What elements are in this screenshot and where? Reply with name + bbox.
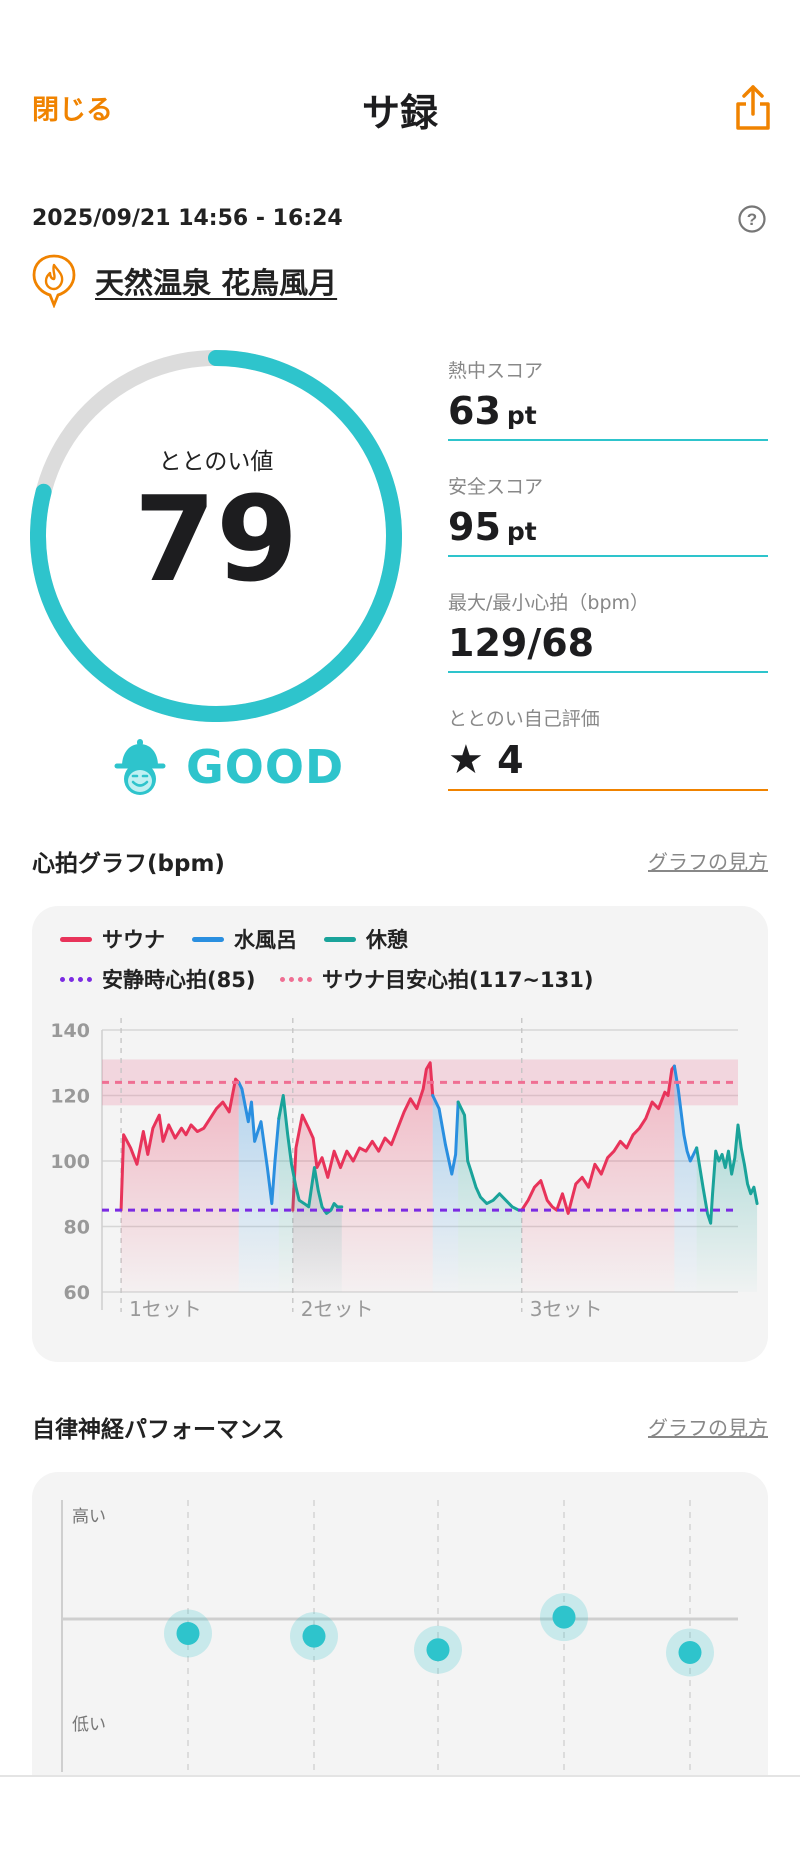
heart-rate-section-title: 心拍グラフ(bpm) (32, 851, 225, 877)
page-title: サ録 (361, 91, 438, 135)
water-area (674, 1066, 697, 1292)
legend-resting-hr: 安静時心拍(85) (60, 964, 255, 994)
safety-score-value: 95 pt (448, 505, 537, 549)
water-area (238, 1082, 279, 1292)
autonomic-card (32, 1472, 768, 1775)
max-min-hr-label: 最大/最小心拍（bpm） (448, 592, 650, 614)
y-tick-label: 140 (50, 1020, 90, 1042)
water-line (237, 1080, 281, 1206)
water-line (431, 1094, 460, 1176)
totonoi-label: ととのい値 (158, 449, 274, 475)
rest-area (458, 1102, 522, 1292)
legend-target-hr: サウナ目安心拍(117~131) (280, 964, 593, 994)
totonoi-value: 79 (133, 470, 299, 608)
autonomic-low-label: 低い (72, 1715, 106, 1735)
y-tick-label: 100 (50, 1151, 90, 1173)
heat-score-label: 熱中スコア (448, 360, 544, 382)
sauna-hat-face-icon (114, 739, 166, 795)
autonomic-point (302, 1624, 326, 1648)
heart-graph-help-link[interactable]: グラフの見方 (648, 850, 768, 874)
facility-name-link[interactable]: 天然温泉 花鳥風月 (95, 266, 338, 300)
sauna-line (520, 1064, 676, 1215)
autonomic-high-label: 高い (72, 1507, 106, 1527)
y-tick-label: 80 (64, 1217, 90, 1239)
autonomic-point (678, 1640, 702, 1664)
sauna-area (121, 1079, 239, 1292)
sauna-facility-icon (32, 254, 76, 308)
heat-score-value: 63 pt (448, 389, 537, 433)
svg-text:?: ? (747, 210, 757, 229)
water-area (432, 1095, 459, 1292)
y-tick-label: 120 (50, 1086, 90, 1108)
share-icon[interactable] (733, 82, 773, 132)
safety-score-label: 安全スコア (448, 476, 544, 498)
max-min-heart-rate: 最大/最小心拍（bpm） 129/68 (448, 588, 768, 673)
totonoi-rating: GOOD (186, 740, 345, 794)
heart-rate-chart: 140 120 100 80 60 1セット 2セット 3セット (50, 1018, 759, 1321)
session-datetime: 2025/09/21 14:56 - 16:24 (32, 206, 343, 231)
close-button[interactable]: 閉じる (32, 95, 113, 126)
max-min-hr-value: 129/68 (448, 621, 595, 665)
legend-sauna: サウナ (60, 924, 165, 954)
legend-rest: 休憩 (324, 924, 408, 954)
bottom-divider (0, 1775, 800, 1777)
heat-score: 熱中スコア 63 pt (448, 356, 768, 441)
set-label: 3セット (530, 1297, 603, 1321)
water-line (672, 1064, 699, 1163)
rest-line (277, 1094, 344, 1215)
rest-area (278, 1095, 342, 1292)
autonomic-point (426, 1638, 450, 1662)
y-tick-label: 60 (64, 1282, 90, 1304)
star-icon: ★ (448, 737, 484, 783)
legend-water: 水風呂 (192, 924, 297, 954)
sauna-area (521, 1066, 675, 1292)
help-icon[interactable]: ? (737, 204, 767, 234)
rest-line (456, 1100, 524, 1212)
rest-area (696, 1124, 758, 1292)
self-evaluation-value: ★ 4 (448, 737, 524, 783)
self-evaluation: ととのい自己評価 ★ 4 (448, 704, 768, 791)
sauna-line (291, 1061, 435, 1212)
totonoi-gauge (30, 350, 402, 722)
autonomic-section-title: 自律神経パフォーマンス (32, 1417, 285, 1443)
autonomic-point (176, 1621, 200, 1645)
autonomic-graph-help-link[interactable]: グラフの見方 (648, 1416, 768, 1440)
self-evaluation-label: ととのい自己評価 (448, 708, 600, 730)
safety-score: 安全スコア 95 pt (448, 472, 768, 557)
set-label: 2セット (301, 1297, 374, 1321)
set-label: 1セット (129, 1297, 202, 1321)
sauna-line (119, 1077, 241, 1212)
totonoi-gauge-progress (30, 350, 402, 722)
rest-line (695, 1123, 759, 1225)
autonomic-point (552, 1605, 576, 1629)
